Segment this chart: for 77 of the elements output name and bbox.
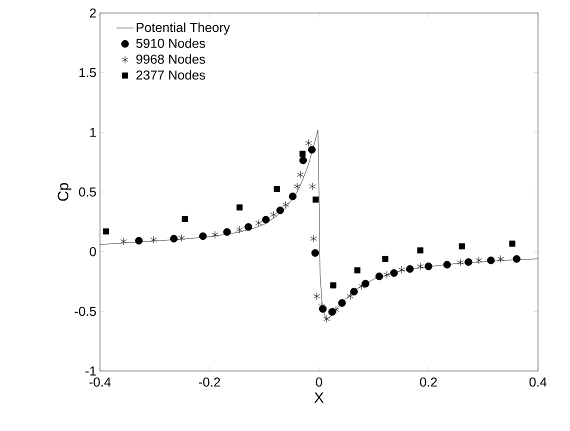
point bbox=[338, 299, 346, 307]
point bbox=[323, 315, 330, 323]
point bbox=[223, 228, 231, 236]
point bbox=[270, 210, 277, 219]
point bbox=[300, 150, 306, 157]
point bbox=[274, 186, 280, 192]
point bbox=[416, 262, 424, 270]
y-tick-label: 1.5 bbox=[79, 68, 96, 78]
point bbox=[328, 308, 336, 316]
point bbox=[102, 228, 110, 234]
point bbox=[509, 240, 516, 247]
x-tick-label: 0 bbox=[316, 378, 322, 387]
point bbox=[350, 288, 358, 296]
point bbox=[288, 192, 297, 200]
point bbox=[308, 146, 316, 154]
point bbox=[282, 200, 289, 208]
point bbox=[150, 236, 158, 244]
legend-label: Potential Theory bbox=[136, 22, 230, 35]
point bbox=[305, 139, 312, 147]
legend-label: 9968 Nodes bbox=[136, 54, 206, 64]
x-tick-label: -0.4 bbox=[89, 378, 111, 387]
point bbox=[330, 282, 336, 288]
x-tick-label: -0.2 bbox=[198, 378, 220, 387]
point bbox=[358, 282, 366, 290]
point bbox=[354, 267, 360, 274]
point bbox=[299, 156, 307, 164]
point bbox=[212, 230, 218, 239]
y-tick-label: 2 bbox=[90, 8, 96, 18]
point bbox=[120, 238, 127, 246]
point bbox=[375, 272, 384, 280]
point bbox=[262, 216, 270, 224]
point bbox=[135, 236, 143, 245]
point bbox=[255, 219, 262, 227]
point bbox=[297, 170, 304, 179]
point bbox=[294, 182, 300, 190]
point bbox=[443, 260, 451, 269]
point bbox=[458, 243, 465, 250]
point bbox=[390, 269, 398, 277]
y-tick-label: -1 bbox=[86, 366, 96, 376]
y-tick-label: 0 bbox=[90, 247, 96, 256]
point bbox=[476, 256, 482, 264]
y-tick-label: 0.5 bbox=[78, 187, 96, 197]
point bbox=[276, 206, 284, 214]
point bbox=[244, 223, 252, 231]
y-tick-label: 1 bbox=[90, 128, 96, 137]
point bbox=[512, 255, 520, 263]
point bbox=[346, 292, 354, 300]
point bbox=[406, 265, 414, 273]
point bbox=[236, 204, 243, 210]
x-axis-title: X bbox=[314, 392, 324, 403]
point bbox=[417, 247, 424, 254]
point bbox=[313, 292, 320, 300]
point bbox=[497, 255, 504, 263]
y-tick-label: -0.5 bbox=[74, 306, 96, 316]
y-axis-title: Cp bbox=[58, 183, 72, 201]
legend-label: 2377 Nodes bbox=[136, 70, 206, 80]
point bbox=[311, 249, 320, 257]
point bbox=[312, 196, 319, 203]
point bbox=[362, 280, 370, 288]
x-tick-label: 0.4 bbox=[529, 378, 547, 387]
point bbox=[310, 234, 317, 242]
point bbox=[182, 216, 188, 222]
legend-label: 5910 Nodes bbox=[136, 38, 206, 48]
x-tick-label: 0.2 bbox=[420, 378, 437, 387]
point bbox=[424, 262, 432, 270]
point bbox=[384, 270, 390, 279]
point bbox=[170, 234, 178, 242]
point bbox=[382, 256, 388, 262]
point bbox=[332, 306, 340, 314]
point bbox=[309, 182, 316, 190]
point bbox=[178, 234, 185, 242]
point bbox=[456, 258, 464, 266]
point bbox=[398, 266, 406, 274]
point bbox=[464, 258, 472, 266]
point bbox=[199, 232, 207, 240]
point bbox=[236, 226, 243, 234]
point bbox=[487, 256, 495, 264]
